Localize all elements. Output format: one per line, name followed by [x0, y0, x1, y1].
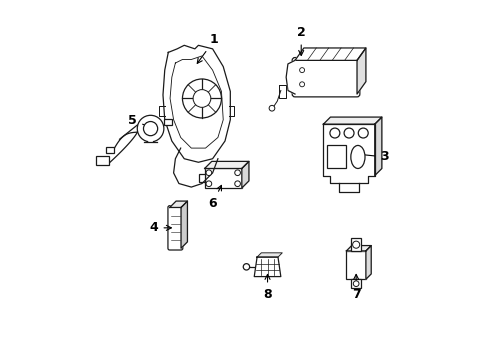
Circle shape: [344, 128, 353, 138]
Polygon shape: [204, 161, 248, 168]
Bar: [163, 120, 171, 125]
Polygon shape: [242, 161, 248, 188]
Polygon shape: [323, 117, 381, 124]
Text: 7: 7: [351, 274, 360, 301]
Ellipse shape: [143, 122, 157, 136]
Circle shape: [358, 128, 367, 138]
Circle shape: [234, 170, 240, 176]
Ellipse shape: [137, 115, 163, 142]
Circle shape: [193, 90, 210, 107]
Circle shape: [205, 181, 211, 186]
Bar: [350, 279, 361, 288]
FancyBboxPatch shape: [167, 206, 183, 250]
FancyBboxPatch shape: [291, 58, 359, 97]
Polygon shape: [181, 201, 187, 248]
Polygon shape: [323, 124, 374, 183]
Text: 1: 1: [197, 33, 218, 63]
Text: 6: 6: [208, 185, 221, 210]
Bar: [326, 145, 346, 168]
Circle shape: [182, 79, 221, 118]
FancyBboxPatch shape: [346, 251, 365, 279]
Circle shape: [353, 281, 358, 287]
Text: 2: 2: [296, 26, 305, 55]
Circle shape: [243, 264, 249, 270]
Ellipse shape: [350, 145, 364, 168]
Polygon shape: [170, 56, 223, 148]
Bar: [105, 147, 114, 153]
Polygon shape: [279, 85, 285, 98]
Polygon shape: [294, 48, 365, 60]
Circle shape: [329, 128, 339, 138]
Circle shape: [205, 170, 211, 176]
Text: 8: 8: [263, 274, 271, 301]
Bar: [96, 156, 109, 165]
Text: 5: 5: [128, 114, 150, 128]
Polygon shape: [374, 117, 381, 176]
FancyBboxPatch shape: [204, 168, 242, 188]
Circle shape: [352, 241, 359, 248]
Polygon shape: [356, 48, 365, 94]
Polygon shape: [257, 253, 282, 257]
Polygon shape: [163, 45, 230, 162]
Polygon shape: [346, 246, 370, 251]
Bar: [199, 174, 204, 183]
Polygon shape: [285, 60, 294, 94]
Polygon shape: [169, 201, 187, 207]
Circle shape: [234, 181, 240, 186]
Bar: [350, 238, 361, 251]
Polygon shape: [365, 246, 370, 279]
Text: 3: 3: [354, 150, 388, 163]
Polygon shape: [254, 257, 280, 276]
Circle shape: [268, 105, 274, 111]
Text: 4: 4: [149, 221, 171, 234]
